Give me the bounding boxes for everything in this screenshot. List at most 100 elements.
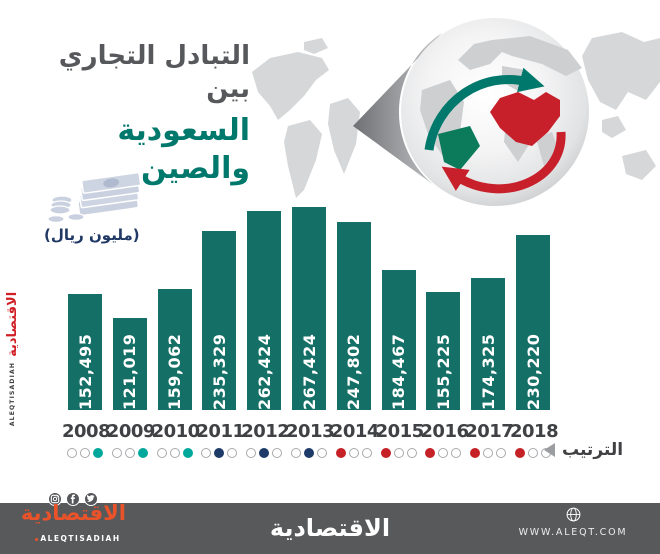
rank-dots-2008 bbox=[67, 448, 103, 458]
bar-value-label: 155,225 bbox=[433, 333, 453, 410]
bar-2011: 235,329 bbox=[202, 231, 237, 410]
rank-dot-red bbox=[380, 448, 391, 458]
social-icons bbox=[48, 492, 98, 506]
rank-dot-empty bbox=[348, 448, 359, 458]
rank-dots-2009 bbox=[111, 448, 148, 458]
rank-dot-empty bbox=[272, 448, 283, 458]
rank-dot-empty bbox=[246, 448, 257, 458]
bar-2014: 247,802 bbox=[336, 222, 371, 410]
rank-dots-2016 bbox=[425, 448, 462, 458]
website-globe-icon bbox=[566, 507, 580, 522]
rank-dot-red bbox=[335, 448, 346, 458]
money-stack-icon bbox=[47, 171, 142, 223]
rank-dot-empty bbox=[406, 448, 417, 458]
china-shape bbox=[490, 92, 560, 146]
footer-brand-logo: الاقتصادية ALEQTISADIAH bbox=[20, 492, 126, 552]
bar-2017: 174,325 bbox=[471, 278, 506, 410]
bar-2008: 152,495 bbox=[68, 294, 102, 410]
ranking-legend: الترتيب bbox=[544, 440, 623, 460]
twitter-icon bbox=[84, 492, 98, 506]
bar-2016: 155,225 bbox=[426, 292, 461, 410]
footer-bar: الاقتصادية ALEQTISADIAH الاقتصادية WWW.A… bbox=[0, 492, 660, 554]
trade-arrow-to-china bbox=[424, 67, 545, 151]
globe-trade-graphic bbox=[252, 18, 660, 206]
rank-dot-empty bbox=[496, 448, 507, 458]
saudi-arabia-shape bbox=[438, 126, 480, 170]
rank-dot-teal bbox=[182, 448, 193, 458]
rank-dots-2011 bbox=[201, 448, 238, 458]
year-label-2016: 2016 bbox=[420, 421, 469, 442]
left-arrow-icon bbox=[544, 443, 555, 457]
ranking-label: الترتيب bbox=[562, 440, 624, 460]
bar-value-label: 262,424 bbox=[254, 333, 274, 410]
rank-dot-empty bbox=[528, 448, 538, 458]
rank-dots-2014 bbox=[335, 448, 372, 458]
title-line-1: التبادل التجاري بين bbox=[58, 41, 250, 104]
rank-dot-red bbox=[470, 448, 481, 458]
rank-dot-empty bbox=[227, 448, 238, 458]
rank-dot-empty bbox=[438, 448, 449, 458]
trade-arrow-to-saudi bbox=[441, 131, 566, 194]
footer-brand-latin: ALEQTISADIAH bbox=[30, 534, 126, 543]
rank-dot-empty bbox=[451, 448, 462, 458]
rank-dots-2017 bbox=[470, 448, 507, 458]
bar-value-label: 230,220 bbox=[523, 333, 543, 410]
bar-2013: 267,424 bbox=[292, 207, 326, 410]
side-watermark: ALEQTISADIAH الاقتصادية bbox=[1, 292, 23, 426]
year-label-2012: 2012 bbox=[241, 421, 290, 442]
rank-dot-empty bbox=[67, 448, 77, 458]
rank-dot-empty bbox=[124, 448, 135, 458]
rank-dot-empty bbox=[80, 448, 90, 458]
rank-dot-red bbox=[515, 448, 525, 458]
footer-center-wordmark: الاقتصادية bbox=[269, 514, 391, 542]
bar-value-label: 121,019 bbox=[120, 333, 140, 410]
rank-dots-2012 bbox=[246, 448, 283, 458]
bar-value-label: 184,467 bbox=[389, 333, 409, 410]
page-title: التبادل التجاري بين السعودية والصين bbox=[35, 40, 250, 187]
year-label-2008: 2008 bbox=[62, 421, 111, 442]
rank-dot-navy bbox=[259, 448, 270, 458]
rank-dot-red bbox=[425, 448, 436, 458]
year-label-2011: 2011 bbox=[196, 421, 245, 442]
bar-2018: 230,220 bbox=[516, 235, 550, 410]
bar-value-label: 152,495 bbox=[75, 333, 95, 410]
facebook-icon bbox=[66, 492, 80, 506]
footer-brand-arabic: الاقتصادية bbox=[20, 501, 126, 525]
rank-dot-teal bbox=[137, 448, 148, 458]
watermark-arabic: الاقتصادية bbox=[4, 291, 20, 357]
brand-dot bbox=[35, 537, 39, 541]
rank-dots-2015 bbox=[380, 448, 417, 458]
rank-dot-empty bbox=[291, 448, 301, 458]
instagram-icon bbox=[48, 492, 62, 506]
world-map-flat bbox=[252, 32, 660, 198]
bar-value-label: 247,802 bbox=[344, 333, 364, 410]
bar-2009: 121,019 bbox=[112, 318, 147, 410]
rank-dot-teal bbox=[93, 448, 103, 458]
website-url: WWW.ALEQT.COM bbox=[518, 527, 628, 538]
rank-dot-empty bbox=[201, 448, 212, 458]
bar-value-label: 267,424 bbox=[299, 333, 319, 410]
bar-value-label: 174,325 bbox=[478, 333, 498, 410]
rank-dots-2010 bbox=[156, 448, 193, 458]
rank-dot-empty bbox=[169, 448, 180, 458]
footer-website: WWW.ALEQT.COM bbox=[508, 507, 638, 538]
rank-dot-empty bbox=[393, 448, 404, 458]
rank-dot-empty bbox=[111, 448, 122, 458]
rank-dot-empty bbox=[156, 448, 167, 458]
year-label-2013: 2013 bbox=[286, 421, 335, 442]
year-label-2009: 2009 bbox=[106, 421, 156, 442]
rank-dot-navy bbox=[214, 448, 225, 458]
rank-dot-empty bbox=[361, 448, 372, 458]
year-label-2015: 2015 bbox=[375, 421, 425, 442]
watermark-latin: ALEQTISADIAH bbox=[8, 361, 16, 427]
bar-2010: 159,062 bbox=[157, 289, 192, 410]
title-line-2: السعودية والصين bbox=[117, 113, 250, 186]
bar-2012: 262,424 bbox=[247, 211, 282, 410]
bar-value-label: 159,062 bbox=[165, 333, 185, 410]
unit-label: (مليون ريال) bbox=[44, 226, 140, 244]
bar-value-label: 235,329 bbox=[209, 333, 229, 410]
rank-dot-navy bbox=[304, 448, 314, 458]
rank-dots-2013 bbox=[291, 448, 327, 458]
magnifier-cone bbox=[353, 33, 442, 191]
